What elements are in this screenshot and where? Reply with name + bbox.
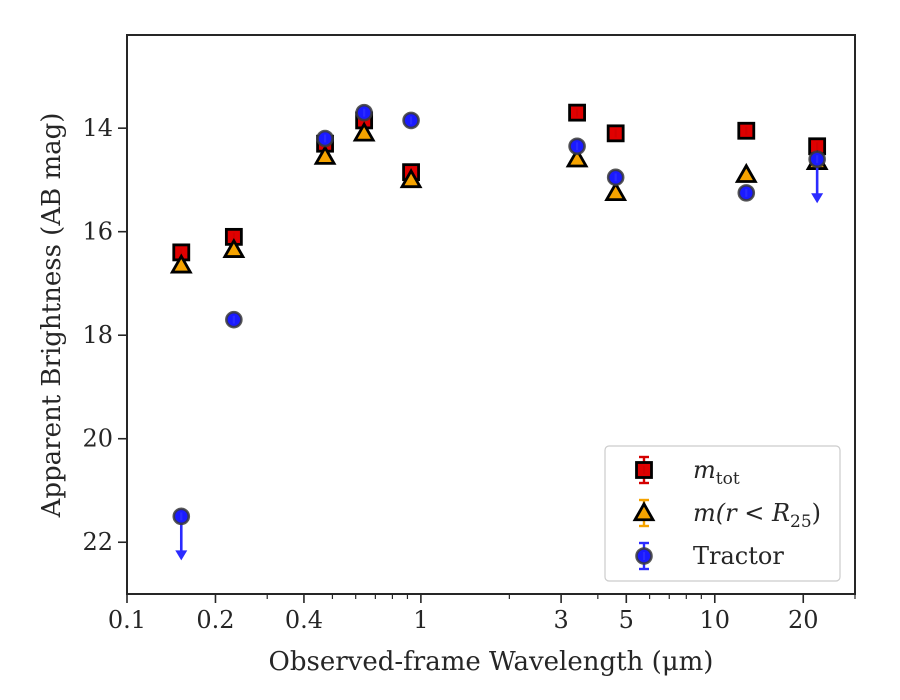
x-tick-label: 5 xyxy=(619,606,634,634)
data-point xyxy=(568,137,586,156)
y-tick-label: 22 xyxy=(82,528,113,556)
axis-ticks-layer: 0.1 0.2 0.4 1 3 5 10 20 14 16 18 20 22 xyxy=(82,114,856,634)
data-point xyxy=(352,121,376,142)
data-point xyxy=(568,103,586,122)
data-point xyxy=(737,184,756,202)
x-tick-label: 0.1 xyxy=(108,606,146,634)
y-tick-label: 20 xyxy=(82,425,113,453)
arrow-head xyxy=(175,550,188,561)
x-tick-label: 0.2 xyxy=(196,606,234,634)
data-point xyxy=(169,253,193,274)
data-point xyxy=(734,162,758,183)
data-point xyxy=(316,129,334,148)
legend-marker xyxy=(635,461,653,479)
data-point xyxy=(172,507,191,526)
y-tick-label: 18 xyxy=(82,321,113,349)
data-point xyxy=(565,147,589,168)
plot-frame xyxy=(126,34,856,595)
x-tick-label: 1 xyxy=(413,606,428,634)
legend-marker xyxy=(635,547,653,565)
arrow-head xyxy=(811,193,824,204)
y-tick-label: 14 xyxy=(82,114,113,142)
data-point xyxy=(313,144,337,165)
y-tick-label: 16 xyxy=(82,218,113,246)
series-triangle xyxy=(169,121,829,274)
legend-label: m(r < R25) xyxy=(693,499,821,532)
plot-data-layer xyxy=(169,103,829,561)
legend-label: mtot xyxy=(693,456,740,489)
data-point xyxy=(172,243,191,262)
x-tick-label: 0.4 xyxy=(285,606,323,634)
data-point xyxy=(604,181,628,202)
legend: mtot m(r < R25) Tractor xyxy=(604,445,841,582)
series-circle xyxy=(172,103,826,561)
data-point xyxy=(399,168,423,189)
legend-label: Tractor xyxy=(693,542,784,570)
data-point xyxy=(402,111,420,130)
data-point xyxy=(606,124,625,143)
legend-marker xyxy=(632,501,656,522)
data-point xyxy=(808,150,826,169)
x-tick-label: 20 xyxy=(788,606,819,634)
legend-box xyxy=(604,445,841,582)
x-tick-label: 3 xyxy=(553,606,568,634)
legend-entry: mtot xyxy=(635,455,740,489)
x-tick-label: 10 xyxy=(700,606,731,634)
series-square xyxy=(172,103,827,262)
x-axis-label: Observed-frame Wavelength (μm) xyxy=(269,647,714,677)
y-axis-label: Apparent Brightness (AB mag) xyxy=(37,113,67,519)
data-point xyxy=(737,121,756,140)
legend-entry: m(r < R25) xyxy=(632,498,821,532)
data-point xyxy=(606,168,625,187)
data-point xyxy=(222,237,246,258)
data-point xyxy=(225,310,243,329)
data-point xyxy=(355,103,373,122)
legend-entry: Tractor xyxy=(635,541,784,571)
